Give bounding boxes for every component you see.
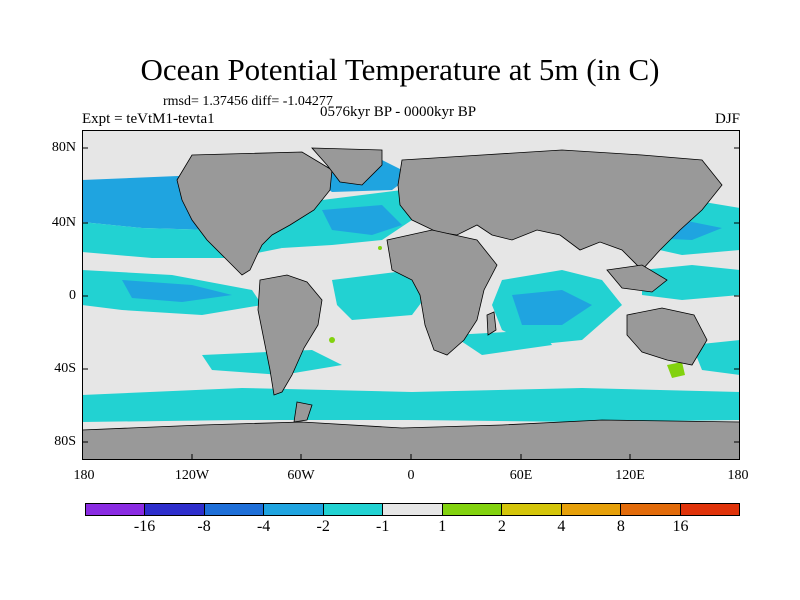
y-tick-80s: 80S	[54, 434, 76, 449]
stats-text: rmsd= 1.37456 diff= -1.04277	[163, 94, 333, 109]
colorbar-box	[264, 504, 324, 515]
colorbar-label: -2	[316, 518, 330, 535]
colorbar-label: 4	[557, 518, 566, 535]
colorbar-box	[680, 504, 739, 515]
y-tick-0: 0	[69, 288, 76, 303]
x-tick-180e: 180	[727, 468, 749, 483]
y-tick-40n: 40N	[51, 215, 76, 230]
x-tick-60e: 60E	[509, 468, 533, 483]
y-tick-80n: 80N	[51, 140, 76, 155]
map-panel	[82, 130, 740, 460]
colorbar-label: 8	[616, 518, 625, 535]
colorbar-box	[502, 504, 562, 515]
colorbar-box	[561, 504, 622, 515]
colorbar-label: 16	[672, 518, 689, 535]
x-tick-120e: 120E	[615, 468, 645, 483]
x-tick-60w: 60W	[287, 468, 315, 483]
colorbar-label: -16	[133, 518, 156, 535]
colorbar-box	[145, 504, 205, 515]
season-label: DJF	[714, 111, 740, 127]
land-masses	[82, 130, 740, 460]
colorbar-box	[621, 504, 681, 515]
colorbar-label: 1	[438, 518, 447, 535]
map-svg	[82, 130, 740, 460]
x-tick-180w: 180	[73, 468, 95, 483]
colorbar-label: -1	[376, 518, 390, 535]
period-label: 0576kyr BP - 0000kyr BP	[320, 104, 477, 120]
x-tick-120w: 120W	[174, 468, 210, 483]
axis-ticks	[82, 147, 740, 460]
colorbar-box	[204, 504, 265, 515]
colorbar-label: -4	[256, 518, 271, 535]
colorbar-label: 2	[497, 518, 506, 535]
colorbar-label: -8	[197, 518, 211, 535]
colorbar-box	[86, 504, 146, 515]
colorbar	[85, 503, 740, 516]
colorbar-box	[383, 504, 443, 515]
chart-title: Ocean Potential Temperature at 5m (in C)	[140, 52, 660, 87]
colorbar-box	[442, 504, 503, 515]
y-tick-40s: 40S	[54, 361, 76, 376]
x-tick-0: 0	[407, 468, 415, 483]
experiment-label: Expt = teVtM1-tevta1	[82, 111, 215, 127]
colorbar-box	[323, 504, 384, 515]
